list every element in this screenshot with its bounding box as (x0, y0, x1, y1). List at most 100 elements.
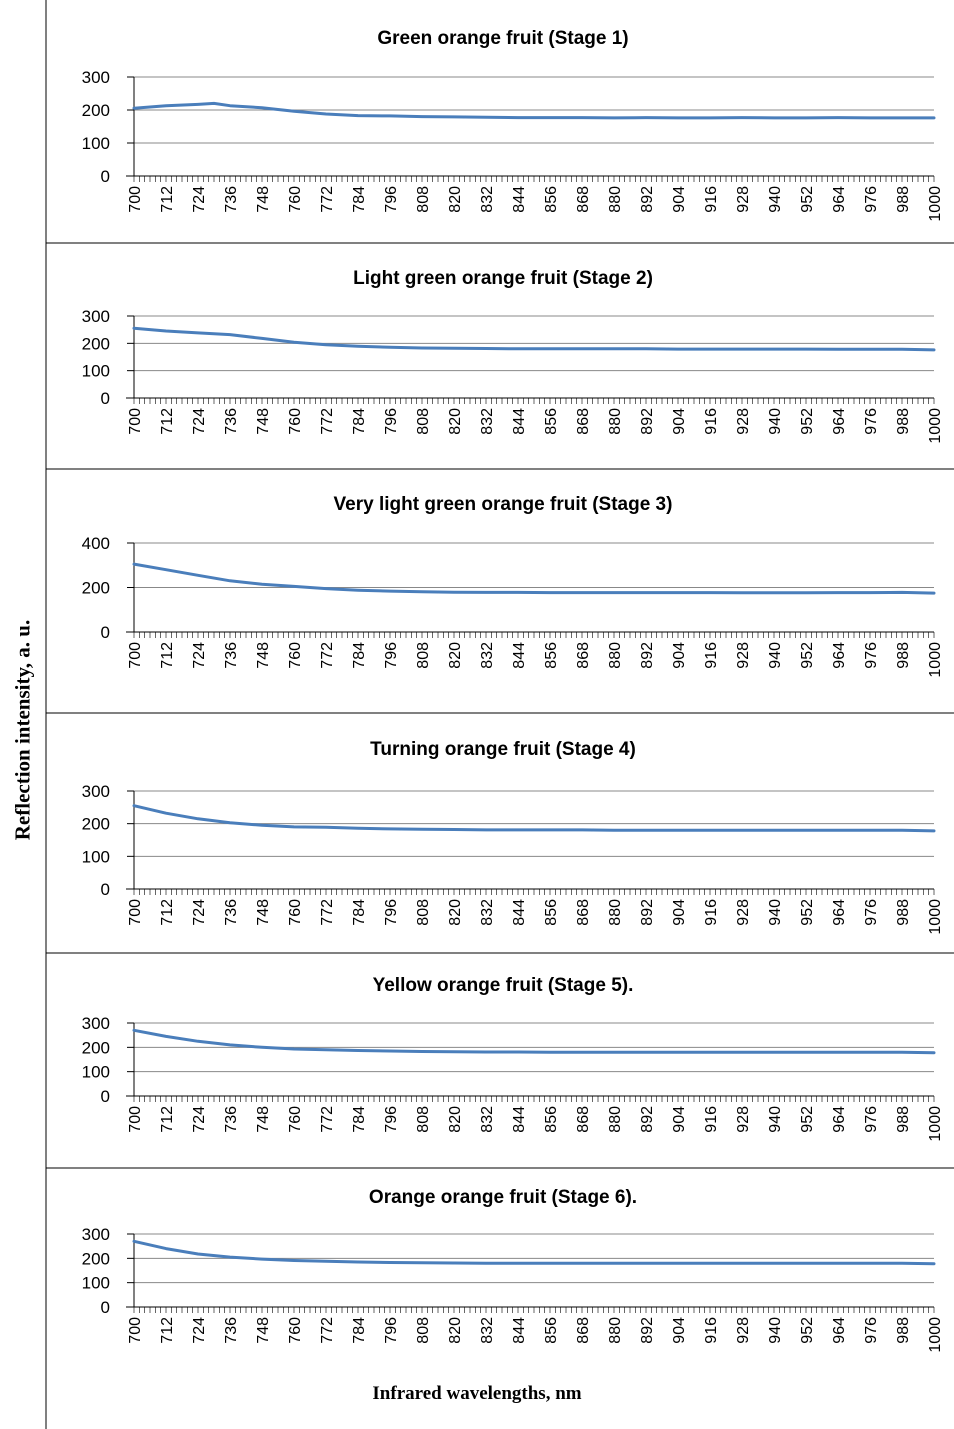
x-tick-label: 820 (447, 408, 464, 435)
x-tick-label: 808 (415, 408, 432, 435)
x-tick-label: 976 (863, 642, 880, 669)
x-tick-label: 712 (159, 642, 176, 669)
x-tick-label: 820 (447, 899, 464, 926)
x-tick-label: 700 (127, 186, 144, 213)
x-tick-label: 976 (863, 408, 880, 435)
x-tick-label: 916 (703, 1317, 720, 1344)
x-tick-label: 988 (895, 408, 912, 435)
x-tick-label: 784 (351, 186, 368, 213)
x-tick-label: 712 (159, 899, 176, 926)
x-tick-label: 904 (671, 899, 688, 926)
x-tick-label: 748 (255, 1106, 272, 1133)
chart-title: Green orange fruit (Stage 1) (377, 28, 628, 49)
x-tick-label: 796 (383, 642, 400, 669)
x-tick-label: 700 (127, 642, 144, 669)
y-tick-label: 100 (82, 1063, 110, 1082)
x-tick-label: 736 (223, 642, 240, 669)
y-tick-label: 100 (82, 847, 110, 866)
x-tick-label: 928 (735, 408, 752, 435)
x-tick-label: 808 (415, 1106, 432, 1133)
x-tick-label: 940 (767, 642, 784, 669)
x-tick-label: 760 (287, 899, 304, 926)
x-tick-label: 772 (319, 642, 336, 669)
y-tick-label: 300 (82, 1014, 110, 1033)
y-tick-label: 0 (101, 623, 110, 642)
x-tick-label: 724 (191, 642, 208, 669)
x-tick-label: 736 (223, 1317, 240, 1344)
x-minor-ticks (133, 176, 935, 182)
x-tick-label: 904 (671, 1317, 688, 1344)
x-tick-label: 892 (639, 642, 656, 669)
x-tick-label: 892 (639, 186, 656, 213)
x-tick-label: 1000 (927, 642, 944, 678)
x-tick-label: 892 (639, 408, 656, 435)
x-tick-label: 832 (479, 642, 496, 669)
x-tick-label: 712 (159, 186, 176, 213)
x-tick-label: 856 (543, 408, 560, 435)
y-tick-label: 200 (82, 579, 110, 598)
x-tick-label: 760 (287, 186, 304, 213)
y-tick-label: 0 (101, 389, 110, 408)
x-tick-label: 844 (511, 899, 528, 926)
x-tick-label: 832 (479, 408, 496, 435)
x-tick-label: 808 (415, 642, 432, 669)
x-tick-label: 700 (127, 1317, 144, 1344)
x-tick-label: 796 (383, 186, 400, 213)
x-tick-label: 892 (639, 899, 656, 926)
x-tick-label: 952 (799, 186, 816, 213)
y-tick-label: 200 (82, 815, 110, 834)
series-line-stage-5 (132, 1028, 936, 1055)
x-tick-label: 1000 (927, 1317, 944, 1353)
x-minor-ticks (133, 1307, 935, 1313)
x-tick-label: 856 (543, 186, 560, 213)
x-tick-label: 928 (735, 1106, 752, 1133)
x-tick-label: 964 (831, 408, 848, 435)
x-axis-title: Infrared wavelengths, nm (372, 1383, 582, 1404)
x-tick-label: 880 (607, 1106, 624, 1133)
x-tick-label: 832 (479, 1317, 496, 1344)
x-tick-label: 940 (767, 186, 784, 213)
x-tick-label: 916 (703, 408, 720, 435)
x-minor-ticks (133, 398, 935, 404)
x-tick-label: 868 (575, 186, 592, 213)
x-tick-label: 736 (223, 1106, 240, 1133)
x-tick-label: 820 (447, 1106, 464, 1133)
x-tick-label: 700 (127, 1106, 144, 1133)
y-tick-label: 300 (82, 1225, 110, 1244)
x-tick-label: 952 (799, 408, 816, 435)
x-tick-label: 832 (479, 186, 496, 213)
chart-title: Light green orange fruit (Stage 2) (353, 268, 653, 289)
x-tick-label: 796 (383, 1106, 400, 1133)
x-tick-label: 880 (607, 186, 624, 213)
x-tick-label: 748 (255, 642, 272, 669)
x-tick-label: 772 (319, 186, 336, 213)
x-tick-label: 964 (831, 1106, 848, 1133)
x-tick-label: 856 (543, 1317, 560, 1344)
x-tick-label: 952 (799, 642, 816, 669)
y-tick-label: 0 (101, 1298, 110, 1317)
x-tick-label: 724 (191, 186, 208, 213)
x-tick-label: 736 (223, 186, 240, 213)
x-tick-label: 820 (447, 1317, 464, 1344)
y-tick-label: 200 (82, 1038, 110, 1057)
x-tick-label: 928 (735, 899, 752, 926)
x-tick-label: 700 (127, 899, 144, 926)
x-tick-label: 856 (543, 642, 560, 669)
x-tick-label: 784 (351, 1106, 368, 1133)
x-tick-label: 940 (767, 1106, 784, 1133)
y-tick-label: 200 (82, 101, 110, 120)
series-line-stage-3 (132, 562, 936, 595)
x-tick-label: 1000 (927, 1106, 944, 1142)
y-tick-label: 100 (82, 134, 110, 153)
series-line-stage-2 (132, 326, 936, 352)
x-tick-label: 976 (863, 1106, 880, 1133)
x-tick-label: 808 (415, 1317, 432, 1344)
x-tick-label: 784 (351, 408, 368, 435)
x-tick-label: 952 (799, 1106, 816, 1133)
x-tick-label: 940 (767, 899, 784, 926)
chart-title: Turning orange fruit (Stage 4) (370, 739, 636, 760)
x-tick-label: 772 (319, 1106, 336, 1133)
x-tick-label: 796 (383, 1317, 400, 1344)
